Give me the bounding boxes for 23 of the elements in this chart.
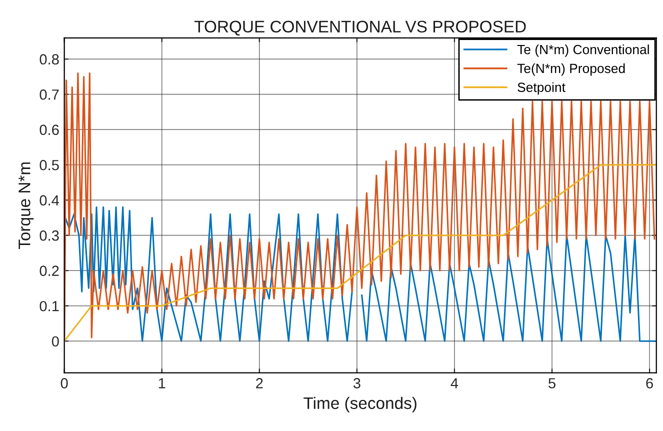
y-tick-label: 0.6 xyxy=(40,124,59,136)
y-tick-label: 0 xyxy=(52,336,59,347)
x-tick-label: 0 xyxy=(60,378,68,388)
y-tick-label: 0.7 xyxy=(40,89,59,100)
chart-title: TORQUE CONVENTIONAL VS PROPOSED xyxy=(194,20,526,36)
x-tick-label: 1 xyxy=(158,378,166,388)
legend-label: Te(N*m) Proposed xyxy=(517,63,625,76)
line-series xyxy=(64,164,656,342)
legend-label: Setpoint xyxy=(518,82,566,95)
legend-label: Te (N*m) Conventional xyxy=(517,44,649,57)
y-tick-label: 0.4 xyxy=(40,195,60,206)
x-tick-label: 4 xyxy=(450,378,458,388)
y-axis-title: Torque N*m xyxy=(18,162,34,249)
x-tick-label: 3 xyxy=(353,378,360,388)
y-tick-label: 0.8 xyxy=(40,54,59,65)
y-tick-label: 0.2 xyxy=(40,266,59,276)
y-tick-label: 0.5 xyxy=(40,160,59,170)
x-axis-title: Time (seconds) xyxy=(304,396,416,412)
x-tick-label: 2 xyxy=(256,378,263,388)
y-tick-label: 0.3 xyxy=(40,230,59,241)
x-tick-label: 5 xyxy=(548,378,556,388)
y-tick-label: 0.1 xyxy=(40,300,59,312)
x-tick-label: 6 xyxy=(646,378,653,388)
